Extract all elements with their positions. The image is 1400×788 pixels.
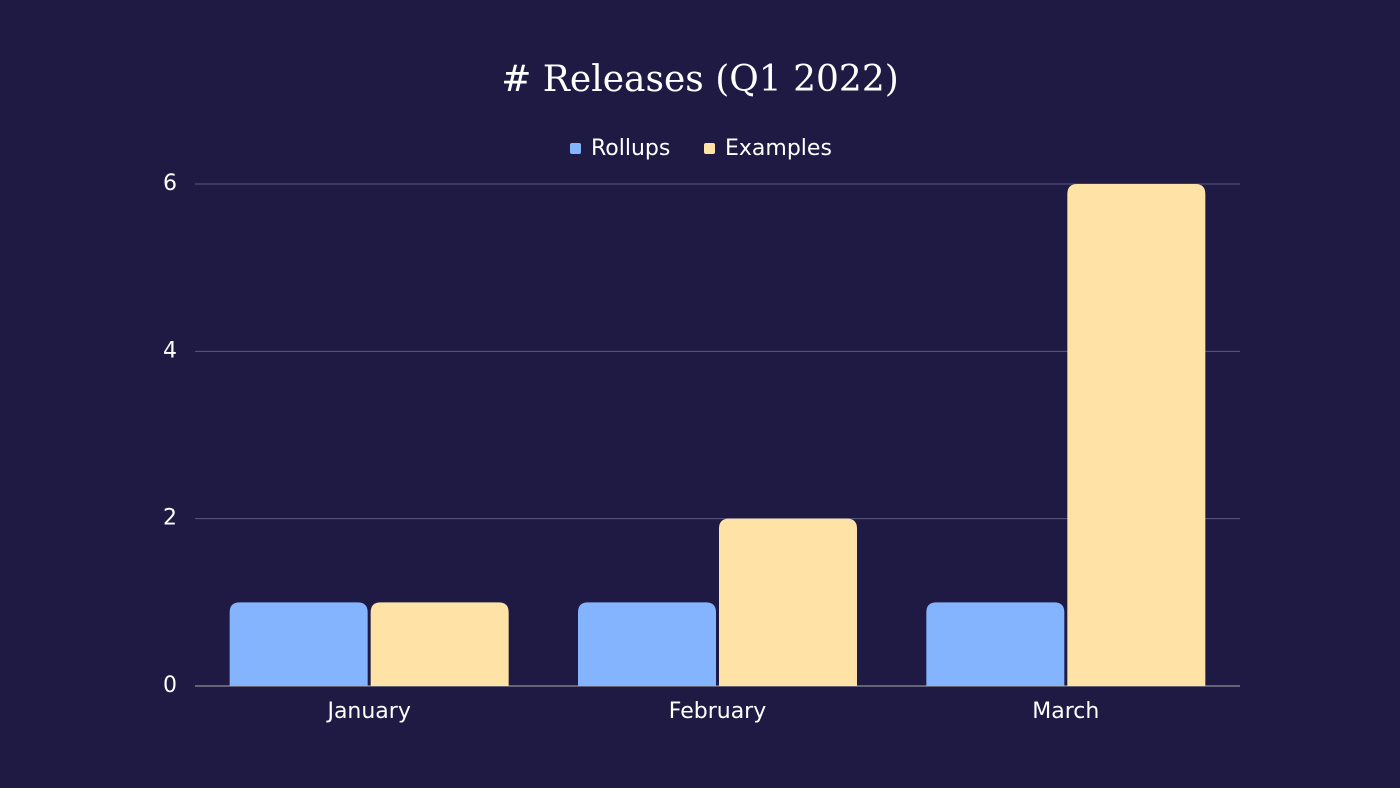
- bar: [926, 602, 1065, 686]
- chart-title: # Releases (Q1 2022): [501, 59, 899, 100]
- x-tick-label: January: [325, 699, 410, 724]
- legend-label: Rollups: [591, 136, 670, 161]
- y-tick-label: 2: [163, 506, 177, 531]
- y-tick-label: 0: [163, 673, 177, 698]
- bar: [370, 602, 509, 686]
- bar: [578, 602, 716, 686]
- bar: [229, 602, 368, 686]
- bar: [1067, 184, 1206, 686]
- x-tick-label: February: [669, 699, 767, 724]
- legend-swatch: [570, 143, 581, 154]
- legend-label: Examples: [725, 136, 832, 161]
- x-tick-label: March: [1032, 699, 1099, 724]
- y-tick-label: 4: [163, 338, 177, 363]
- y-tick-label: 6: [163, 171, 177, 196]
- legend-swatch: [704, 143, 715, 154]
- bar: [719, 518, 857, 686]
